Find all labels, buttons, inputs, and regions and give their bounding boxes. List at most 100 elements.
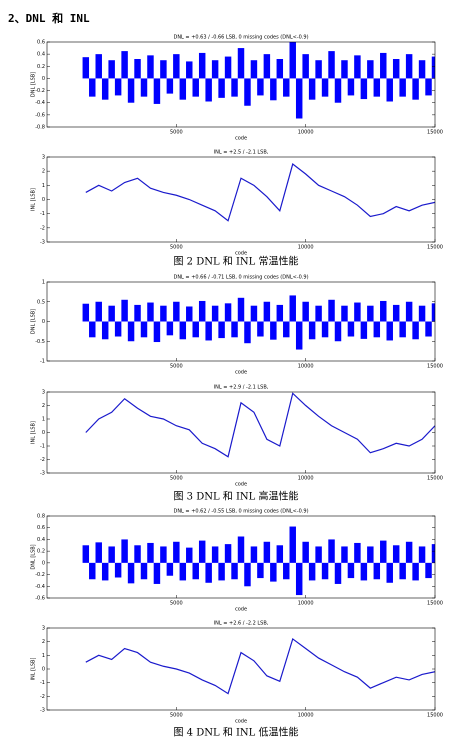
chart-title: DNL = +0.62 / -0.55 LSB, 0 missing codes… [173,509,308,515]
dnl-bar [147,55,154,79]
y-tick-label: 0 [42,667,45,673]
dnl-bar [360,78,368,100]
heading: 2、DNL 和 INL [8,11,90,25]
dnl-bar [160,305,167,322]
dnl-bar [431,56,435,79]
y-axis-label: DNL [LSB] [31,72,37,97]
dnl-bar [192,78,199,97]
plot [85,637,435,695]
dnl-bar [328,539,335,563]
dnl-bar [431,303,435,322]
dnl-bar [289,42,296,79]
dnl-bar [179,321,187,340]
dnl-bar [360,321,368,339]
caption: 图 3 DNL 和 INL 高温性能 [173,490,298,503]
dnl-bar [283,562,290,580]
dnl-bar [276,545,284,563]
dnl-bar [418,305,426,322]
dnl-bar [289,295,296,322]
dnl-bar [367,60,374,79]
y-tick-label: -3 [40,240,45,246]
dnl-bar [173,301,180,322]
dnl-bar [334,78,342,103]
y-axis-label: INL [LSB] [31,658,37,681]
dnl-bar [283,321,290,338]
dnl-bar [302,54,309,79]
plot [85,392,435,458]
dnl-bar [380,52,387,79]
dnl-bar [101,321,109,340]
y-tick-label: 1 [42,653,45,659]
dnl-bar [250,305,258,322]
dnl-bar [405,541,413,563]
dnl-bar [250,60,258,79]
dnl-bar [392,59,400,79]
dnl-bar [114,562,122,578]
dnl-bar [231,562,238,580]
dnl-bar [140,321,148,338]
x-axis-label: code [235,482,247,488]
inl-line [85,163,435,222]
y-tick-label: 0 [42,560,45,566]
dnl-bar [205,321,212,341]
dnl-bar [166,321,174,336]
x-tick-label: 15000 [427,601,443,607]
dnl-bar [114,78,122,96]
y-tick-label: 0.6 [37,40,45,46]
dnl-bar [399,78,406,97]
x-tick-label: 10000 [298,130,314,136]
dnl-bar [373,78,381,97]
y-tick-label: 0.6 [37,525,45,531]
plot [85,163,435,222]
dnl-bar [405,301,413,322]
dnl-bar [321,78,329,97]
dnl-bar [205,78,212,102]
x-tick-label: 15000 [427,713,443,719]
chart-title: DNL = +0.63 / -0.66 LSB, 0 missing codes… [173,35,308,41]
dnl-bar [179,78,187,100]
y-axis-label: DNL [LSB] [31,309,37,334]
dnl-bar [399,562,406,580]
dnl-bar [205,562,212,583]
x-axis-label: code [235,136,247,142]
dnl-bar [418,60,426,79]
dnl-bar [224,56,232,79]
dnl-bar [160,60,167,79]
y-tick-label: -0.5 [35,339,45,345]
dnl-bar [147,542,154,563]
dnl-bar [211,60,219,79]
dnl-bar [244,78,251,106]
dnl-bar [334,562,342,584]
dnl-bar [108,546,115,563]
dnl-bar [295,78,303,119]
dnl-bar [121,51,128,79]
y-tick-label: -2 [40,694,45,700]
dnl-bar [418,546,426,563]
x-tick-label: 15000 [427,476,443,482]
dnl-bar [82,57,90,79]
dnl-bar [101,78,109,100]
dnl-bar [237,536,245,563]
y-tick-label: 0 [42,197,45,203]
y-tick-label: 2 [42,169,45,175]
axes-box [46,515,436,599]
dnl-bar [386,321,393,341]
dnl-bar [399,321,406,338]
dnl-bar [263,301,271,322]
dnl-bar [283,78,290,97]
dnl-bar [82,303,90,322]
dnl-bar [334,321,342,342]
dnl-bar [373,321,381,338]
x-tick-label: 15000 [427,245,443,251]
y-tick-label: 2 [42,403,45,409]
x-tick-label: 15000 [427,130,443,136]
y-tick-label: 1 [42,280,45,286]
dnl-bar [198,52,206,79]
dnl-bar [218,562,225,581]
dnl-bar [134,59,141,79]
dnl-bar [367,305,374,322]
x-tick-label: 5000 [170,245,183,251]
dnl-bar [108,305,115,322]
